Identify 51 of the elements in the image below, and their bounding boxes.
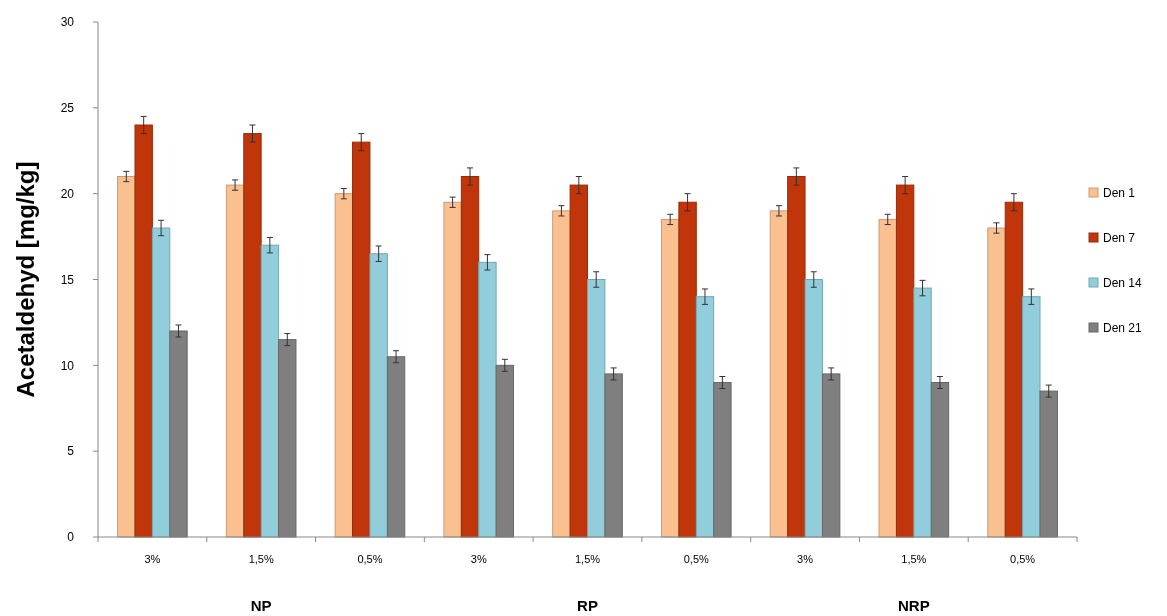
bar: [478, 261, 497, 538]
bar: [460, 176, 480, 538]
x-tick-label: 0,5%: [357, 553, 383, 565]
x-tick-label: 3%: [797, 553, 814, 565]
bar: [225, 184, 245, 538]
bar: [804, 279, 823, 538]
legend-label: Den 7: [1103, 231, 1136, 246]
text: NRP: [898, 597, 930, 614]
bar: [787, 176, 806, 538]
x-tick-label: 1,5%: [574, 553, 601, 565]
bar: [987, 227, 1006, 538]
bar: [678, 201, 697, 538]
bar: [352, 141, 371, 538]
bar: [895, 184, 915, 538]
y-tick-label: 25: [60, 101, 75, 116]
x-tick-label: 3%: [144, 553, 161, 565]
bar: [569, 184, 588, 538]
y-tick-label: 20: [60, 186, 75, 201]
bar: [243, 133, 262, 538]
bar: [769, 210, 789, 538]
x-tick-label: 0,5%: [683, 553, 710, 565]
bar: [913, 287, 932, 538]
text: NP: [250, 597, 272, 614]
y-tick-label: 10: [60, 358, 75, 373]
bar: [334, 193, 354, 538]
x-tick-label: 1,5%: [901, 553, 927, 565]
bar: [134, 124, 153, 538]
x-tick-label: 0,5%: [1010, 553, 1036, 565]
x-tick-label: 3%: [470, 553, 487, 565]
bar: [117, 176, 136, 538]
bar: [878, 218, 897, 538]
bar: [369, 253, 388, 538]
bar: [552, 210, 571, 538]
y-tick-label: 5: [67, 444, 75, 459]
bar: [695, 296, 715, 538]
bar: [443, 201, 462, 538]
bar: [151, 227, 171, 538]
x-tick-label: 1,5%: [248, 553, 274, 565]
y-tick-label: 15: [60, 272, 75, 287]
text: RP: [577, 597, 598, 614]
bar: [1022, 296, 1041, 538]
y-tick-label: 0: [67, 530, 75, 545]
legend-label: Den 14: [1103, 276, 1143, 291]
bar: [660, 218, 680, 538]
bar: [587, 279, 606, 538]
bar: [260, 244, 280, 538]
bar: [1004, 201, 1024, 538]
y-tick-label: 30: [60, 15, 75, 30]
legend-label: Den 21: [1103, 321, 1143, 336]
legend-label: Den 1: [1103, 186, 1136, 201]
y-axis-title: Acetaldehyd [mg/kg]: [12, 161, 39, 398]
